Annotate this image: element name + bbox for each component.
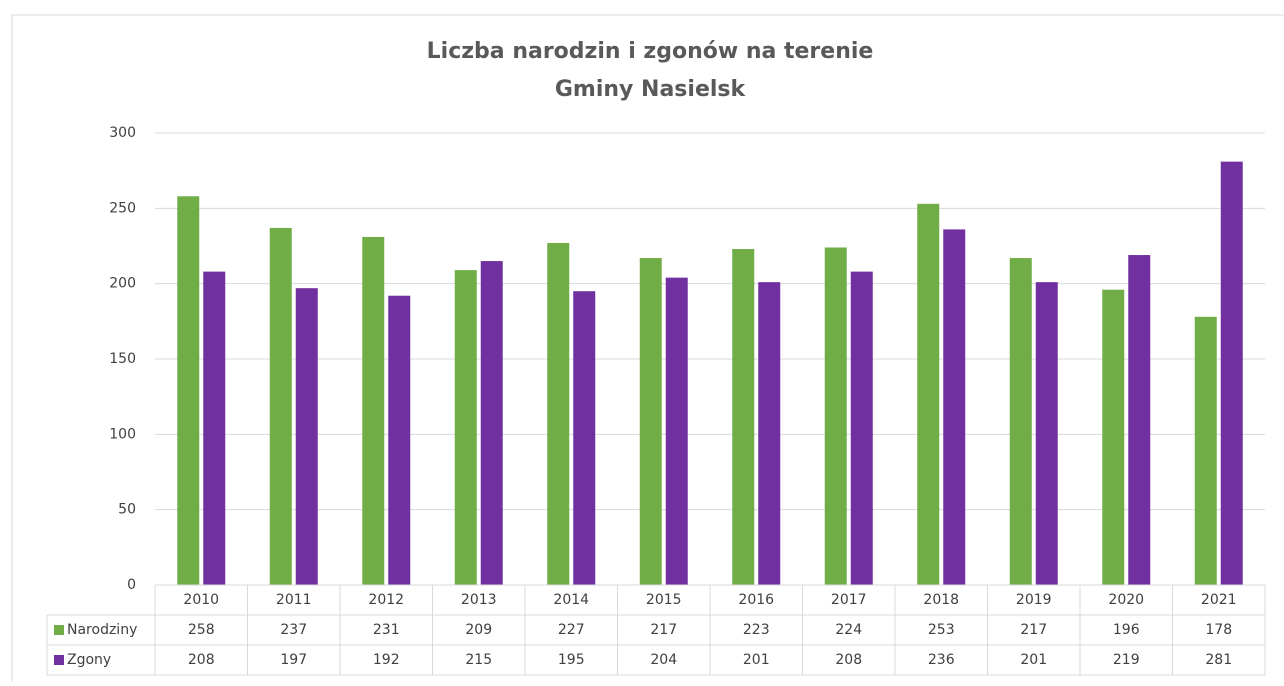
legend-label: Narodziny: [67, 622, 137, 638]
bar: [388, 295, 411, 585]
table-value: 258: [188, 622, 215, 638]
bar: [758, 282, 781, 585]
table-value: 196: [1113, 622, 1140, 638]
bar: [1220, 161, 1243, 586]
table-value: 236: [928, 652, 955, 668]
table-value: 253: [928, 622, 955, 638]
bar: [573, 291, 596, 585]
table-value: 219: [1113, 652, 1140, 668]
table-value: 197: [280, 652, 307, 668]
bar: [917, 203, 940, 585]
bar: [1194, 316, 1217, 585]
table-value: 217: [1020, 622, 1047, 638]
legend-key: [54, 655, 64, 665]
bar: [1009, 258, 1032, 585]
x-tick-label: 2016: [738, 592, 774, 608]
x-tick-label: 2011: [276, 592, 312, 608]
y-tick-label: 100: [109, 426, 136, 442]
x-tick-label: 2020: [1108, 592, 1144, 608]
bar: [943, 229, 966, 585]
y-tick-label: 0: [127, 577, 136, 593]
table-value: 231: [373, 622, 400, 638]
bar: [732, 249, 755, 585]
bar: [1102, 289, 1125, 585]
table-value: 178: [1205, 622, 1232, 638]
x-tick-label: 2014: [553, 592, 589, 608]
table-value: 227: [558, 622, 585, 638]
table-value: 192: [373, 652, 400, 668]
y-tick-label: 250: [109, 200, 136, 216]
x-tick-label: 2019: [1016, 592, 1052, 608]
bar: [177, 196, 200, 585]
table-value: 217: [650, 622, 677, 638]
table-value: 209: [465, 622, 492, 638]
table-value: 208: [835, 652, 862, 668]
table-value: 201: [743, 652, 770, 668]
bar: [850, 271, 873, 585]
table-value: 281: [1205, 652, 1232, 668]
bar: [824, 247, 847, 586]
table-value: 237: [280, 622, 307, 638]
bar: [547, 242, 570, 585]
x-tick-label: 2017: [831, 592, 867, 608]
bar: [295, 288, 318, 585]
y-tick-label: 200: [109, 276, 136, 292]
y-tick-label: 300: [109, 125, 136, 141]
bar: [639, 258, 662, 585]
table-value: 215: [465, 652, 492, 668]
table-value: 223: [743, 622, 770, 638]
x-tick-label: 2015: [646, 592, 682, 608]
bar: [665, 277, 688, 585]
chart-title: Gminy Nasielsk: [555, 77, 747, 102]
table-value: 201: [1020, 652, 1047, 668]
x-tick-label: 2013: [461, 592, 497, 608]
bar: [1035, 282, 1058, 585]
legend-key: [54, 625, 64, 635]
bar: [362, 236, 385, 585]
bar: [1128, 255, 1151, 586]
bar: [269, 227, 292, 586]
x-tick-label: 2012: [368, 592, 404, 608]
table-value: 208: [188, 652, 215, 668]
table-value: 204: [650, 652, 677, 668]
x-tick-label: 2018: [923, 592, 959, 608]
x-tick-label: 2010: [183, 592, 219, 608]
bar: [454, 270, 477, 585]
x-tick-label: 2021: [1201, 592, 1237, 608]
y-tick-label: 50: [118, 502, 136, 518]
chart-title: Liczba narodzin i zgonów na terenie: [427, 39, 874, 64]
y-tick-label: 150: [109, 351, 136, 367]
legend-label: Zgony: [67, 652, 111, 668]
bar: [203, 271, 226, 585]
bar: [480, 261, 503, 585]
table-value: 224: [835, 622, 862, 638]
table-value: 195: [558, 652, 585, 668]
